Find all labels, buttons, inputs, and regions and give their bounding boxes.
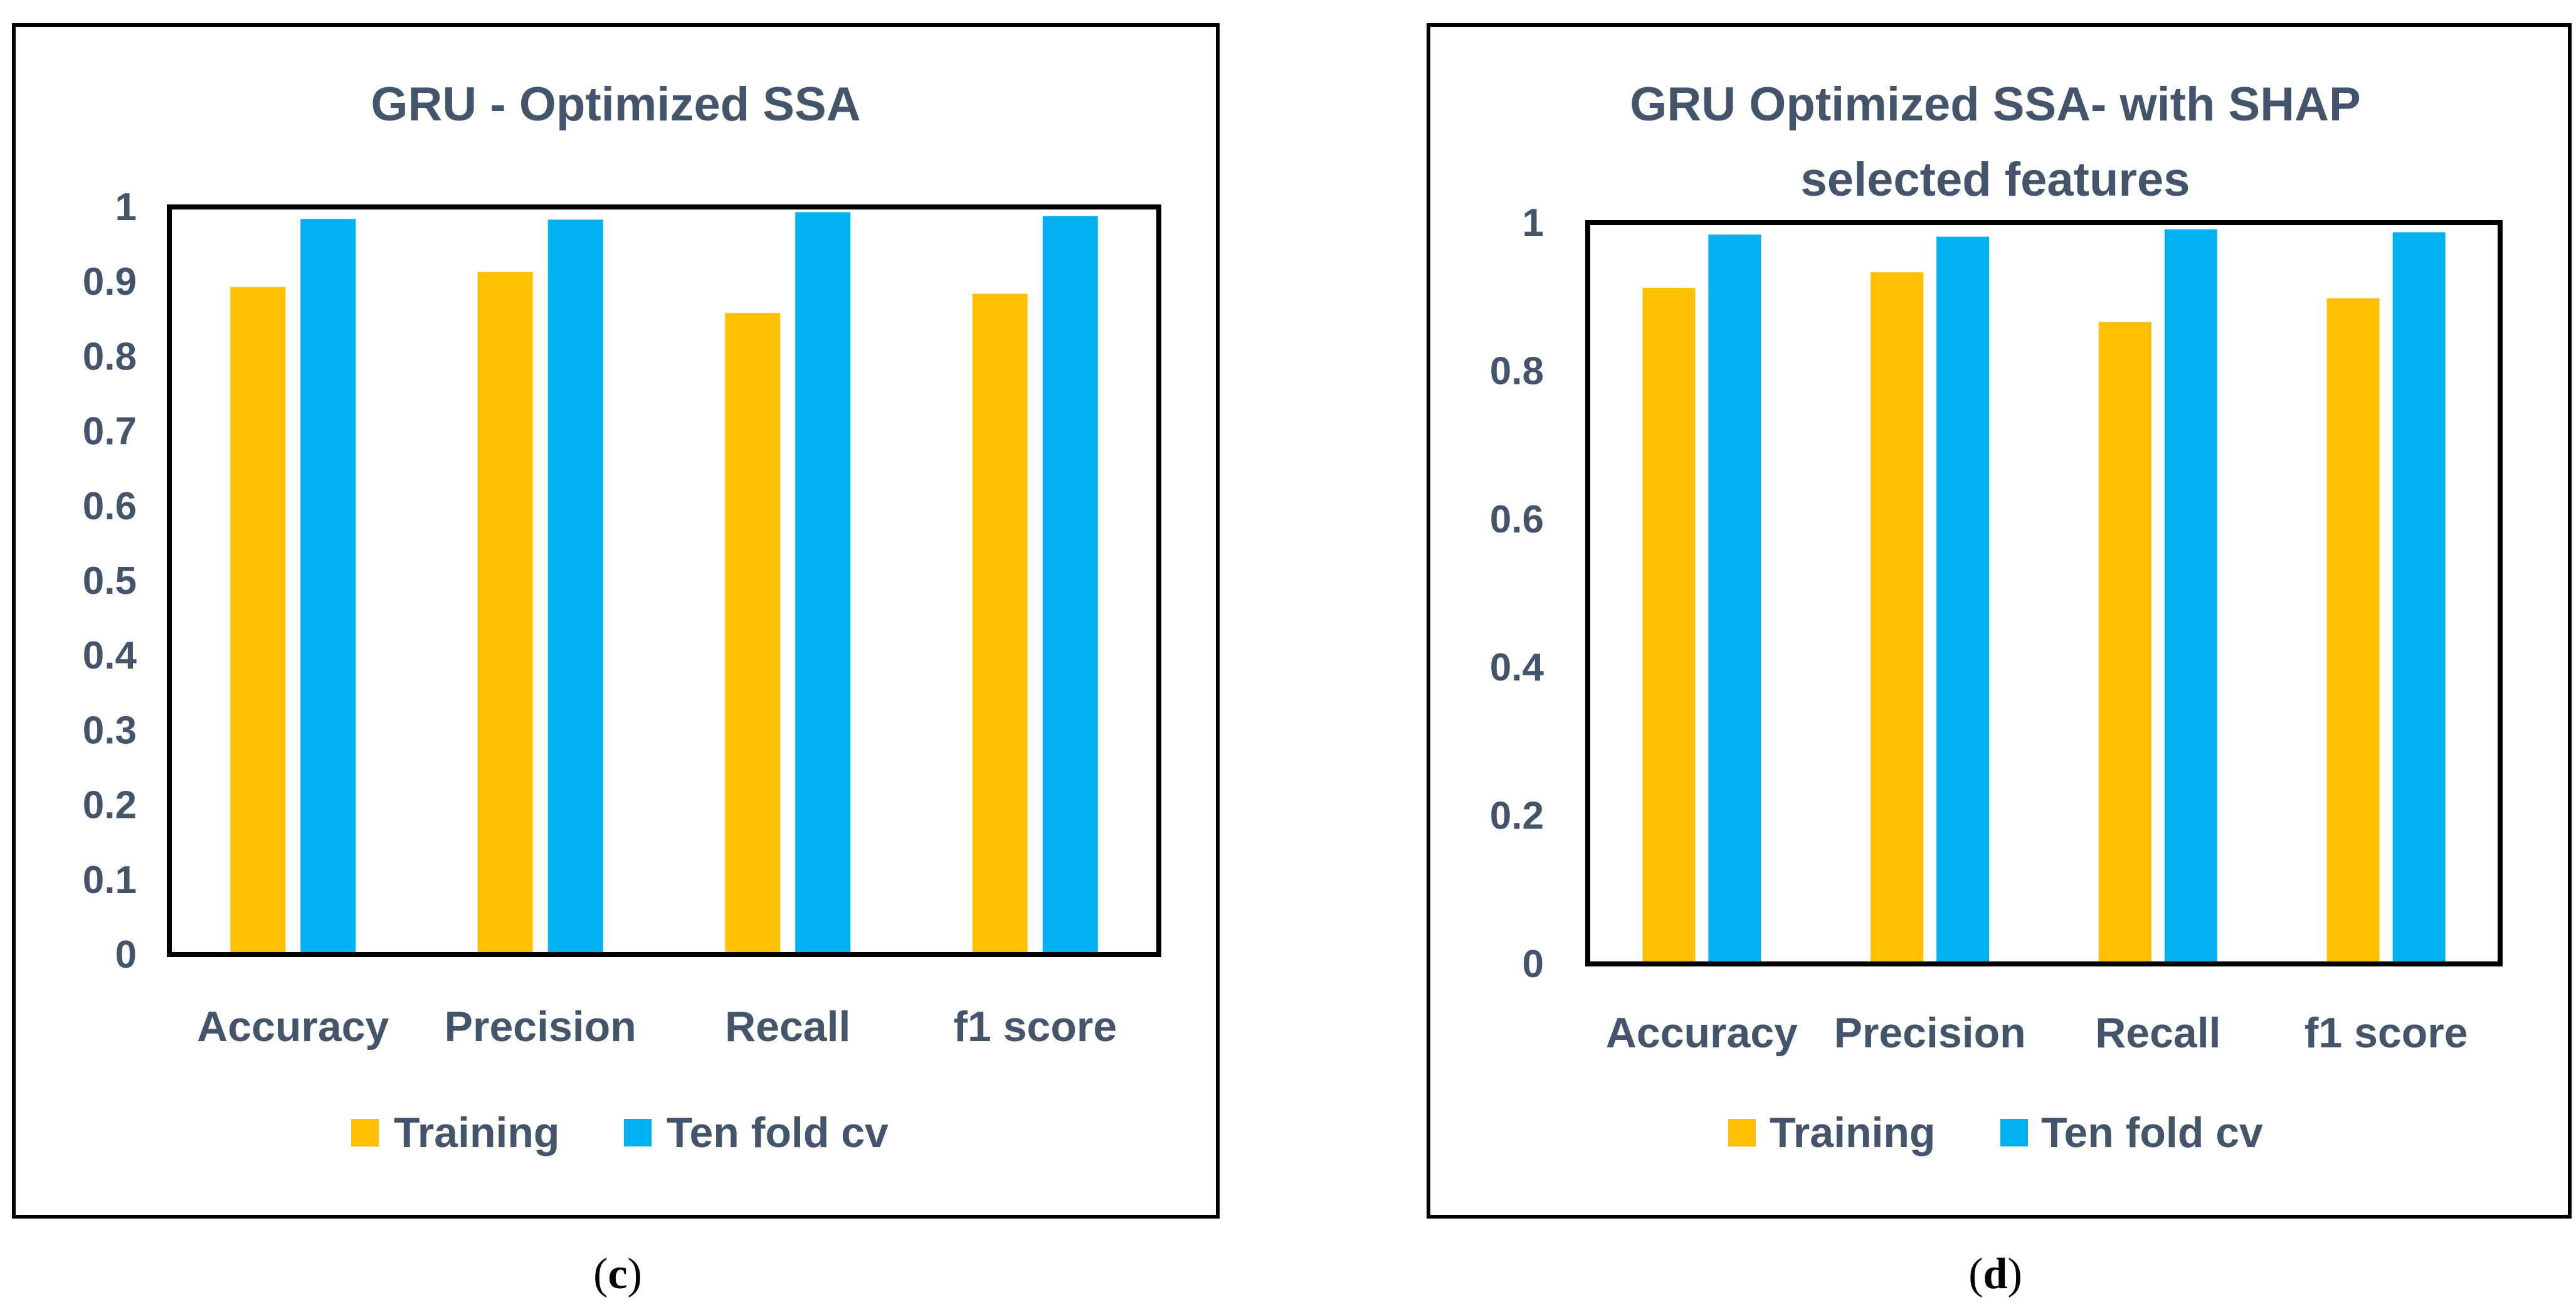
legend-label-ten-fold-cv: Ten fold cv <box>2041 1109 2263 1156</box>
bar-ten-fold-cv-recall <box>2164 229 2217 965</box>
legend: Training Ten fold cv <box>1728 1109 2263 1156</box>
bar-ten-fold-cv-f1-score <box>2392 232 2446 965</box>
y-tick-label: 0.2 <box>83 784 137 827</box>
y-tick-label: 0 <box>115 933 137 976</box>
y-tick-label: 0.5 <box>83 559 137 603</box>
y-tick-label: 0.8 <box>83 335 137 378</box>
bar-ten-fold-cv-recall <box>795 212 851 955</box>
x-category-label: Precision <box>1834 1009 2026 1057</box>
chart-title: GRU - Optimized SSA <box>371 78 860 131</box>
legend-swatch-training <box>351 1119 379 1146</box>
y-tick-label: 0.4 <box>1490 646 1544 689</box>
x-category-label: f1 score <box>953 1003 1117 1050</box>
bar-training-precision <box>1871 272 1924 965</box>
legend-label-training: Training <box>1770 1109 1935 1156</box>
chart-title-line-2: selected features <box>1801 153 2190 206</box>
x-category-label: Accuracy <box>1606 1009 1798 1057</box>
y-tick-label: 0 <box>1523 943 1544 986</box>
chart-title-line-1: GRU Optimized SSA- with SHAP <box>1630 78 2360 131</box>
bar-training-recall <box>2098 322 2151 964</box>
y-tick-label: 0.1 <box>83 859 137 902</box>
bar-training-f1-score <box>2326 298 2380 965</box>
bar-ten-fold-cv-accuracy <box>1708 234 1761 964</box>
y-tick-label: 0.2 <box>1490 795 1544 838</box>
plot-frame <box>167 204 1161 957</box>
legend-label-training: Training <box>394 1109 559 1156</box>
legend-label-ten-fold-cv: Ten fold cv <box>667 1109 889 1156</box>
bar-ten-fold-cv-accuracy <box>300 219 356 955</box>
bar-training-accuracy <box>230 287 286 955</box>
panel-frame <box>1427 23 2572 1219</box>
y-tick-label: 0.7 <box>83 410 137 453</box>
y-tick-label: 1 <box>1523 201 1544 245</box>
x-category-label: Precision <box>445 1003 636 1050</box>
x-category-label: Recall <box>2095 1009 2220 1057</box>
x-category-label: Accuracy <box>197 1003 389 1050</box>
panel-caption-d: (d) <box>1968 1250 2022 1298</box>
y-tick-label: 0.6 <box>83 485 137 528</box>
y-tick-label: 0.3 <box>83 709 137 752</box>
bar-ten-fold-cv-precision <box>547 220 603 955</box>
y-tick-label: 0.8 <box>1490 349 1544 393</box>
chart-panel-c: GRU - Optimized SSA 0 0.1 0.2 0.3 0.4 0.5 0.6 0… <box>12 23 1220 1219</box>
legend-swatch-ten-fold-cv <box>624 1119 652 1146</box>
panel-frame <box>12 23 1220 1219</box>
bar-training-precision <box>477 272 533 955</box>
y-tick-label: 0.6 <box>1490 498 1544 541</box>
y-tick-label: 0.9 <box>83 260 137 304</box>
legend: Training Ten fold cv <box>351 1109 889 1156</box>
bar-training-recall <box>725 313 781 955</box>
plot-frame <box>1585 220 2503 966</box>
bar-ten-fold-cv-precision <box>1936 236 1990 964</box>
legend-swatch-training <box>1728 1119 1756 1146</box>
legend-swatch-ten-fold-cv <box>2000 1119 2028 1146</box>
chart-panel-d: GRU Optimized SSA- with SHAP selected fe… <box>1427 23 2572 1219</box>
bar-training-f1-score <box>972 294 1028 955</box>
bar-ten-fold-cv-f1-score <box>1042 216 1098 955</box>
y-tick-label: 0.4 <box>83 634 137 677</box>
x-category-label: f1 score <box>2304 1009 2468 1057</box>
x-category-label: Recall <box>725 1003 850 1050</box>
y-tick-label: 1 <box>115 186 137 229</box>
bar-training-accuracy <box>1642 288 1696 964</box>
panel-caption-c: (c) <box>593 1250 642 1298</box>
